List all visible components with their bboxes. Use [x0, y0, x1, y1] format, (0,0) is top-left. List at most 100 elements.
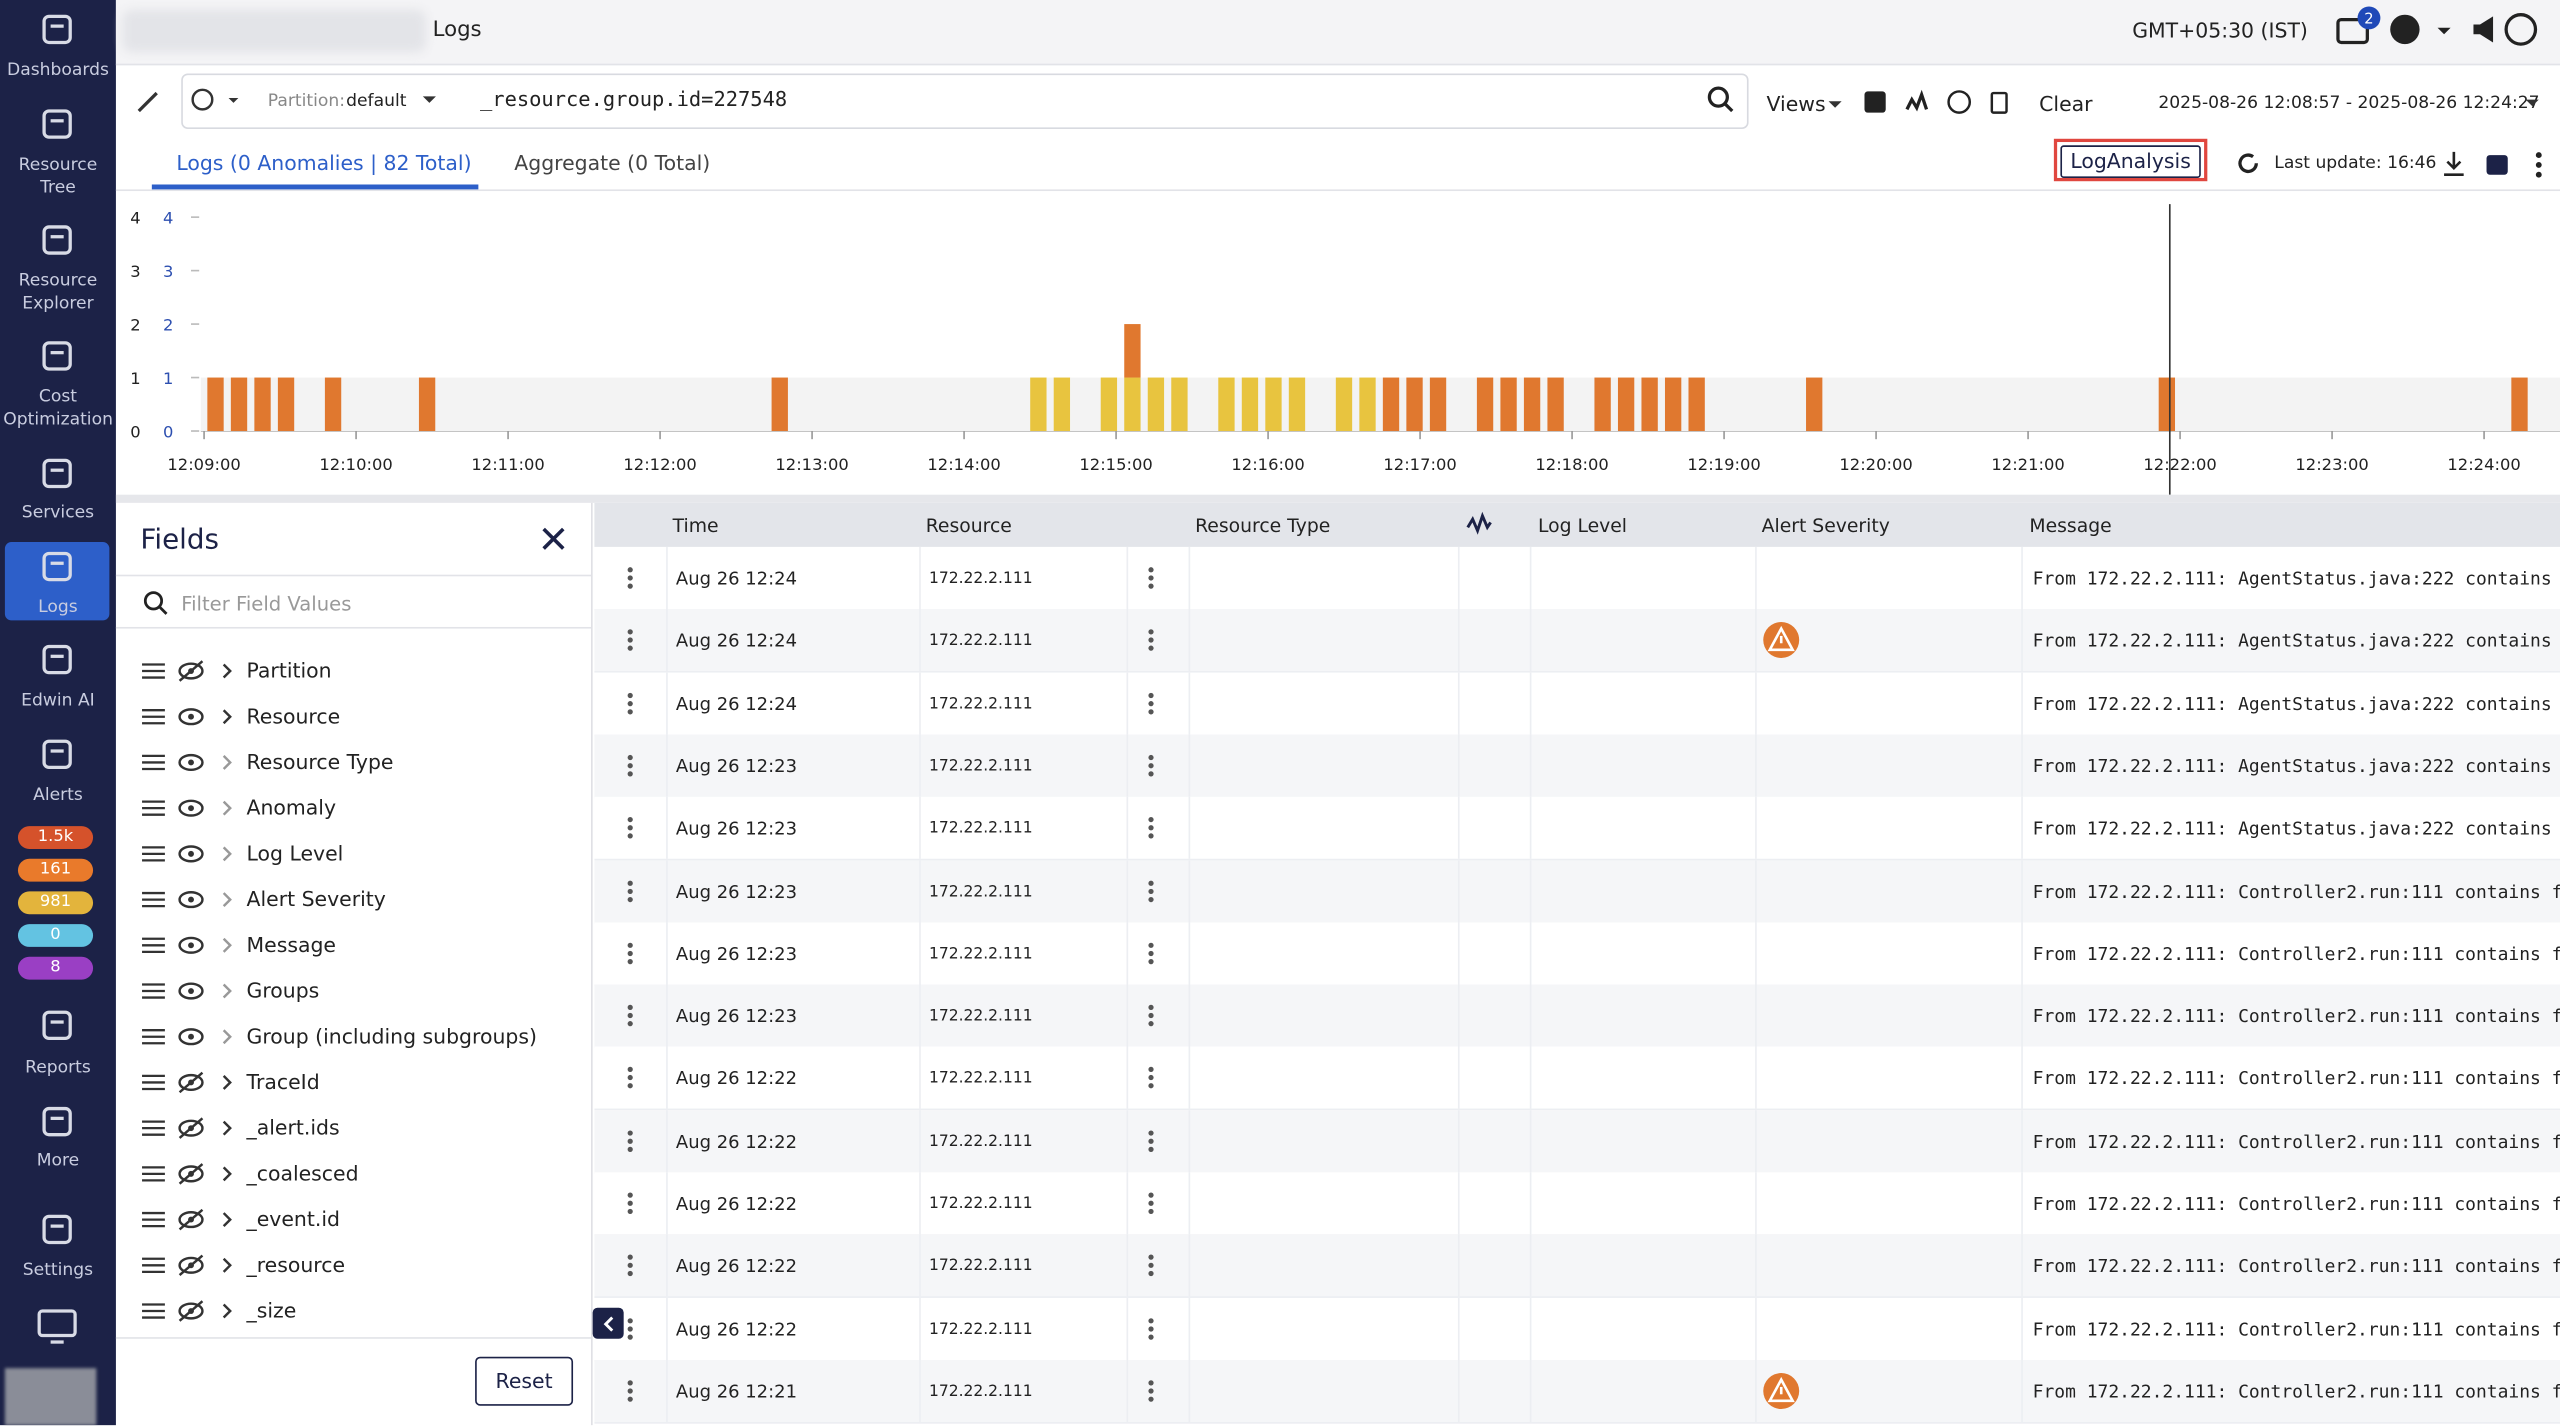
cell-border: [1755, 735, 1757, 797]
cell-message: From 172.22.2.111: AgentStatus.java:222 …: [2033, 631, 2552, 652]
tab[interactable]: Aggregate (0 Total): [514, 150, 710, 174]
nav-label[interactable]: Settings: [3, 1259, 112, 1282]
timezone[interactable]: GMT+05:30 (IST): [2132, 18, 2308, 42]
more-menu-icon: [1148, 1129, 1155, 1152]
field-name[interactable]: Groups: [247, 978, 320, 1002]
cell-resource[interactable]: 172.22.2.111: [929, 695, 1033, 713]
cell-border: [1530, 1235, 1532, 1297]
icon-shape: [44, 460, 70, 486]
alert-badge[interactable]: 161: [18, 859, 93, 882]
views-button[interactable]: Views: [1767, 91, 1826, 115]
clear-button[interactable]: Clear: [2039, 91, 2092, 115]
column-header[interactable]: Resource Type: [1195, 514, 1330, 537]
field-name[interactable]: Partition: [247, 658, 332, 682]
column-header[interactable]: Time: [673, 514, 719, 537]
nav-label[interactable]: Alerts: [3, 784, 112, 807]
histogram-bar: [1688, 378, 1704, 431]
cell-resource[interactable]: 172.22.2.111: [929, 1258, 1033, 1276]
tab-active[interactable]: Logs (0 Anomalies | 82 Total): [176, 150, 471, 174]
nav-label[interactable]: Logs: [3, 596, 112, 619]
time-range[interactable]: 2025-08-26 12:08:57 - 2025-08-26 12:24:2…: [2158, 93, 2539, 113]
field-name[interactable]: _size: [247, 1298, 297, 1322]
cell-resource[interactable]: 172.22.2.111: [929, 1383, 1033, 1401]
cell-resource[interactable]: 172.22.2.111: [929, 1195, 1033, 1213]
alert-badge[interactable]: 0: [18, 924, 93, 947]
caret: [229, 98, 239, 103]
alert-badge[interactable]: 1.5k: [18, 826, 93, 849]
cell-border: [1530, 860, 1532, 922]
query-box[interactable]: [181, 73, 1748, 129]
more-menu-icon: [627, 754, 634, 777]
cell-resource[interactable]: 172.22.2.111: [929, 757, 1033, 775]
histogram-bar: [1500, 378, 1516, 431]
cell-border: [919, 1235, 921, 1297]
field-name[interactable]: _alert.ids: [247, 1115, 340, 1139]
dot: [1148, 1263, 1153, 1268]
field-name[interactable]: Message: [247, 932, 336, 956]
nav-label[interactable]: Cost Optimization: [3, 385, 112, 431]
collapse-button[interactable]: [593, 1308, 624, 1339]
nav-label[interactable]: Reports: [3, 1056, 112, 1079]
more-menu-icon: [1148, 1192, 1155, 1215]
column-header[interactable]: Message: [2029, 514, 2111, 537]
screen: [39, 1311, 75, 1335]
cell-resource[interactable]: 172.22.2.111: [929, 1320, 1033, 1338]
cell-border: [1189, 1172, 1191, 1234]
download: [2444, 152, 2464, 175]
field-name[interactable]: Alert Severity: [247, 887, 386, 911]
dot: [628, 1388, 633, 1393]
nav-label[interactable]: Services: [3, 501, 112, 524]
cell-resource[interactable]: 172.22.2.111: [929, 570, 1033, 588]
field-name[interactable]: Group (including subgroups): [247, 1024, 537, 1048]
nav-label[interactable]: Resource Tree: [3, 153, 112, 199]
field-name[interactable]: _event.id: [247, 1207, 340, 1231]
field-name[interactable]: Resource Type: [247, 749, 394, 773]
column-header[interactable]: Log Level: [1538, 514, 1627, 537]
y2-tick-label: 0: [163, 423, 173, 442]
cell-border: [2021, 1172, 2023, 1234]
field-name[interactable]: Log Level: [247, 841, 344, 865]
nav-label[interactable]: Edwin AI: [3, 689, 112, 712]
nav-label[interactable]: Dashboards: [3, 59, 112, 82]
cell-resource[interactable]: 172.22.2.111: [929, 945, 1033, 963]
dot: [628, 825, 633, 830]
cell-resource[interactable]: 172.22.2.111: [929, 882, 1033, 900]
dot: [1148, 1021, 1153, 1026]
info-icon: [1949, 91, 1970, 112]
field-name[interactable]: TraceId: [247, 1069, 320, 1093]
dot: [628, 1326, 633, 1331]
alert-icon: [1763, 623, 1799, 659]
cell-border: [1530, 1172, 1532, 1234]
column-header[interactable]: Resource: [926, 514, 1012, 537]
nav-label[interactable]: More: [3, 1149, 112, 1172]
alert-badge[interactable]: 8: [18, 957, 93, 980]
cell-resource[interactable]: 172.22.2.111: [929, 1133, 1033, 1151]
last-update: Last update: 16:46: [2274, 153, 2436, 173]
partition-value[interactable]: default: [346, 91, 406, 111]
column-header[interactable]: Alert Severity: [1762, 514, 1890, 537]
cell-message: From 172.22.2.111: AgentStatus.java:222 …: [2033, 568, 2552, 589]
filter-input[interactable]: Filter Field Values: [181, 593, 351, 616]
cell-border: [1127, 609, 1129, 671]
field-name[interactable]: _resource: [247, 1252, 345, 1276]
cell-message: From 172.22.2.111: Controller2.run:111 c…: [2033, 1006, 2560, 1027]
query-text[interactable]: _resource.group.id=227548: [480, 87, 787, 111]
sidebar: Dashboards Resource Tree Resource Explorer…: [0, 0, 116, 1425]
field-name[interactable]: Anomaly: [247, 795, 337, 819]
toolbar-icons: [1863, 90, 2010, 116]
reset-button[interactable]: Reset: [475, 1357, 573, 1406]
alert-badge[interactable]: 981: [18, 891, 93, 914]
cell-resource[interactable]: 172.22.2.111: [929, 820, 1033, 838]
more-menu-icon: [627, 1254, 634, 1277]
nav-label[interactable]: Resource Explorer: [3, 269, 112, 315]
y-tick-label: 2: [130, 316, 140, 335]
cell-time: Aug 26 12:23: [676, 818, 797, 839]
chevron: [224, 984, 231, 997]
field-name[interactable]: Resource: [247, 704, 341, 728]
cell-resource[interactable]: 172.22.2.111: [929, 1070, 1033, 1088]
cell-resource[interactable]: 172.22.2.111: [929, 632, 1033, 650]
cell-resource[interactable]: 172.22.2.111: [929, 1007, 1033, 1025]
field-name[interactable]: _coalesced: [247, 1161, 359, 1185]
pupil: [188, 942, 194, 948]
log-analysis-inner[interactable]: LogAnalysis: [2060, 145, 2200, 178]
